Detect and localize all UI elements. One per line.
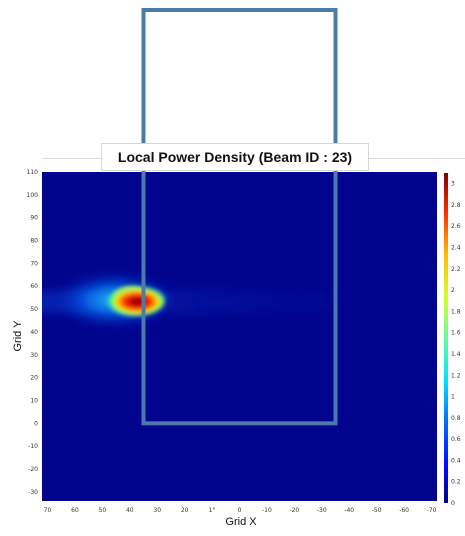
- y-tick-label: 70: [30, 260, 38, 267]
- x-tick-label: 20: [181, 507, 189, 514]
- y-tick-label: 90: [30, 215, 38, 222]
- x-tick-label: -20: [289, 507, 299, 514]
- x-tick-label: 1°: [209, 507, 216, 514]
- y-tick-label: 100: [27, 192, 39, 199]
- colorbar-tick-label: 1.2: [451, 372, 461, 379]
- x-tick-label: -70: [427, 507, 437, 514]
- y-tick-label: 50: [30, 306, 38, 313]
- x-tick-label: 50: [99, 507, 107, 514]
- hotspot-core: [102, 283, 166, 317]
- chart-title: Local Power Density (Beam ID : 23): [101, 143, 369, 171]
- colorbar: [444, 173, 448, 503]
- x-tick-label: -30: [317, 507, 327, 514]
- colorbar-tick-label: 2.8: [451, 202, 461, 209]
- x-tick-label: -60: [399, 507, 409, 514]
- colorbar-tick-label: 3: [451, 181, 455, 188]
- y-tick-label: 10: [30, 397, 38, 404]
- hotspot-group: [42, 271, 385, 329]
- overlay-rectangle: [141, 8, 338, 426]
- x-tick-label: 70: [44, 507, 52, 514]
- x-tick-label: 30: [153, 507, 161, 514]
- colorbar-tick-label: 2.6: [451, 223, 461, 230]
- colorbar-tick-label: 1: [451, 394, 455, 401]
- x-tick-label: -40: [344, 507, 354, 514]
- title-rule-left: [42, 158, 102, 159]
- y-tick-label: -30: [28, 489, 38, 496]
- y-tick-label: 0: [34, 420, 38, 427]
- x-tick-label: -10: [262, 507, 272, 514]
- x-tick-label: -50: [372, 507, 382, 514]
- y-tick-label: 20: [30, 375, 38, 382]
- x-tick-label: 60: [71, 507, 79, 514]
- y-axis-title: Grid Y: [12, 320, 24, 352]
- colorbar-tick-label: 2: [451, 287, 455, 294]
- y-tick-label: 30: [30, 352, 38, 359]
- colorbar-tick-label: 1.6: [451, 330, 461, 337]
- y-tick-label: 40: [30, 329, 38, 336]
- plot-area: [42, 172, 437, 501]
- x-axis-ticks: 70 60 50 40 30 20 1° 0 -10 -20 -30 -40 -50 -60 -70: [44, 507, 437, 514]
- colorbar-tick-label: 2.2: [451, 266, 461, 273]
- colorbar-tick-label: 0.6: [451, 436, 461, 443]
- x-axis-title: Grid X: [225, 516, 257, 528]
- x-tick-label: 0: [238, 507, 242, 514]
- colorbar-tick-label: 0.2: [451, 479, 461, 486]
- y-tick-label: -10: [28, 443, 38, 450]
- title-rule-right: [368, 158, 465, 159]
- colorbar-tick-label: 1.8: [451, 308, 461, 315]
- x-tick-label: 40: [126, 507, 134, 514]
- colorbar-ticks: 3 2.8 2.6 2.4 2.2 2 1.8 1.6 1.4 1.2 1 0.8 0.6 0.4 0.2 0: [451, 181, 461, 507]
- colorbar-tick-label: 2.4: [451, 245, 461, 252]
- colorbar-tick-label: 1.4: [451, 351, 461, 358]
- colorbar-tick-label: 0.4: [451, 457, 461, 464]
- colorbar-tick-label: 0.8: [451, 415, 461, 422]
- y-tick-label: 80: [30, 238, 38, 245]
- y-tick-label: 60: [30, 283, 38, 290]
- y-tick-label: -20: [28, 466, 38, 473]
- y-tick-label: 110: [27, 169, 39, 176]
- colorbar-tick-label: 0: [451, 500, 455, 507]
